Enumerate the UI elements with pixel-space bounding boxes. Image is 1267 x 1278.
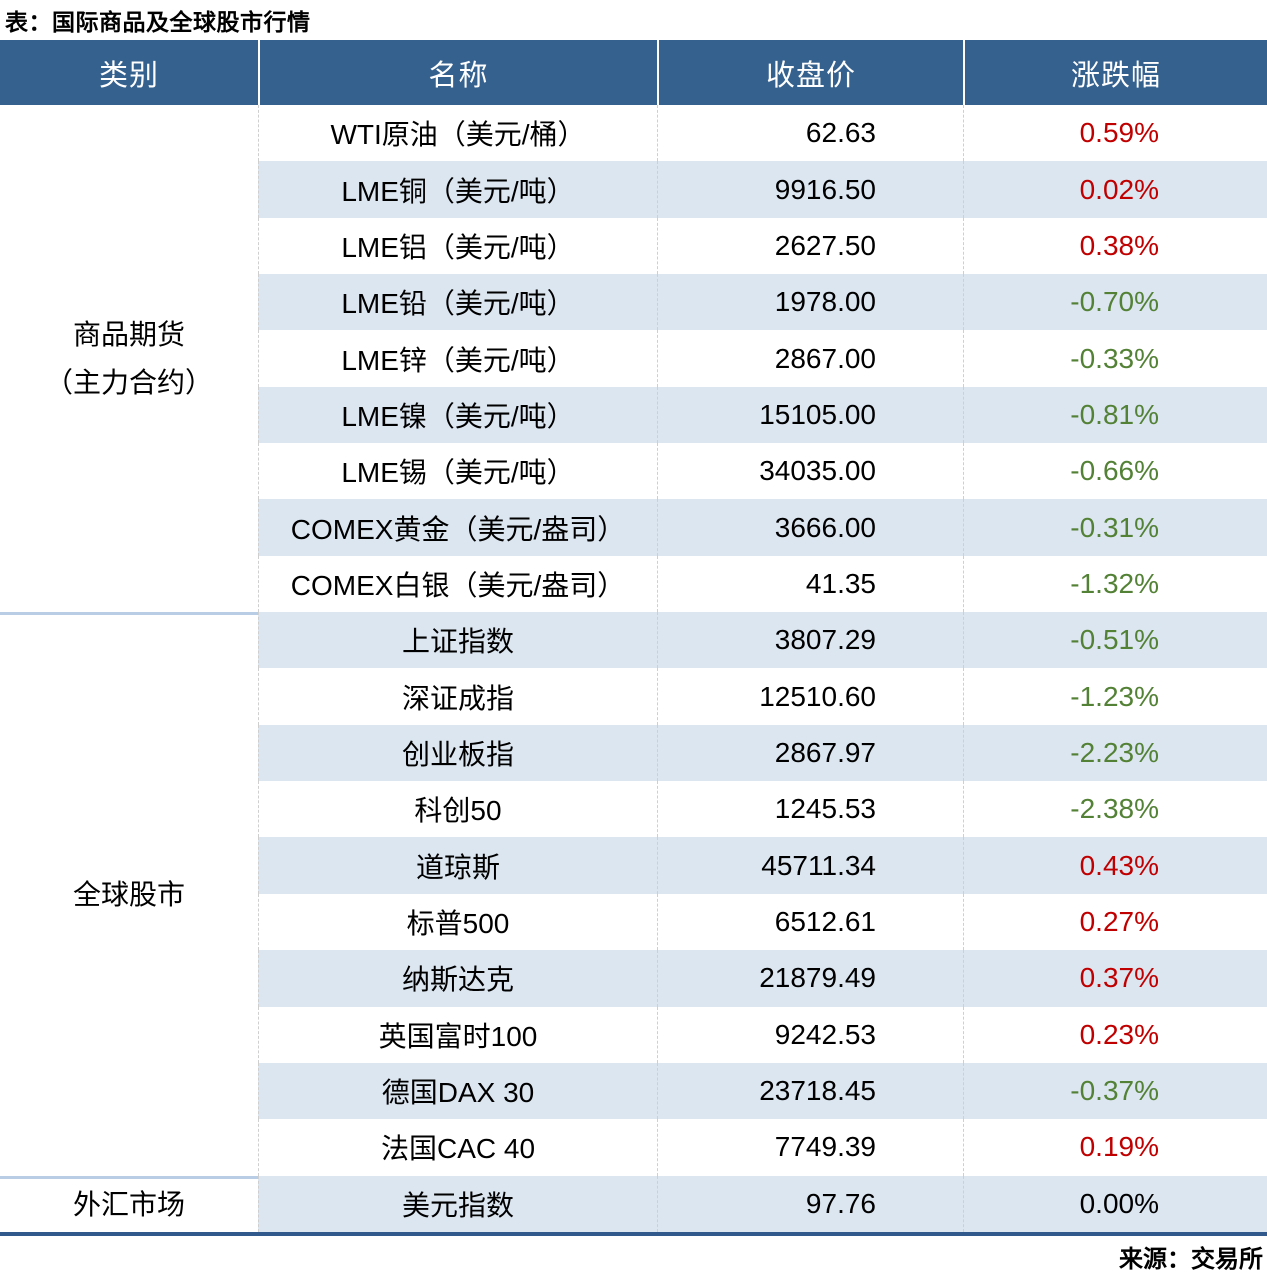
close-cell: 3807.29 [657,612,963,669]
name-cell: 英国富时100 [258,1006,657,1063]
category-cell: 商品期货 （主力合约） [0,105,258,613]
change-cell: 0.02% [963,161,1267,218]
table-row: WTI原油（美元/桶） 62.63 0.59% [258,105,1267,162]
close-cell: 3666.00 [657,499,963,556]
close-cell: 23718.45 [657,1062,963,1120]
name-cell: 美元指数 [258,1175,657,1232]
table-row: LME镍（美元/吨） 15105.00 -0.81% [258,386,1267,444]
change-cell: -0.31% [963,499,1267,556]
table-row: 科创50 1245.53 -2.38% [258,781,1267,838]
change-cell: -1.32% [963,555,1267,613]
category-column: 商品期货 （主力合约） 全球股市外汇市场 [0,105,258,1232]
name-cell: COMEX白银（美元/盎司） [258,555,657,613]
table-body: 商品期货 （主力合约） 全球股市外汇市场 WTI原油（美元/桶） 62.63 0.59%… [0,105,1267,1232]
table-row: 纳斯达克 21879.49 0.37% [258,950,1267,1007]
table-row: LME铝（美元/吨） 2627.50 0.38% [258,217,1267,275]
change-cell: 0.00% [963,1175,1267,1232]
header-cell-change: 涨跌幅 [963,40,1267,105]
close-cell: 9916.50 [657,161,963,218]
close-cell: 45711.34 [657,837,963,894]
table-row: LME锡（美元/吨） 34035.00 -0.66% [258,443,1267,500]
table-row: 美元指数 97.76 0.00% [258,1175,1267,1232]
close-cell: 2867.00 [657,330,963,387]
change-cell: -0.37% [963,1062,1267,1120]
close-cell: 2627.50 [657,217,963,275]
rows: WTI原油（美元/桶） 62.63 0.59% LME铜（美元/吨） 9916.50 0.… [258,105,1267,1232]
change-cell: 0.43% [963,837,1267,894]
table-row: 法国CAC 40 7749.39 0.19% [258,1119,1267,1176]
table-row: LME铜（美元/吨） 9916.50 0.02% [258,161,1267,218]
table-row: LME铅（美元/吨） 1978.00 -0.70% [258,274,1267,331]
name-cell: LME锡（美元/吨） [258,443,657,500]
category-label-line: 外汇市场 [72,1189,185,1221]
name-cell: 上证指数 [258,612,657,669]
close-cell: 15105.00 [657,386,963,444]
close-cell: 12510.60 [657,668,963,725]
close-cell: 41.35 [657,555,963,613]
change-cell: 0.19% [963,1119,1267,1176]
change-cell: 0.38% [963,217,1267,275]
table-row: COMEX黄金（美元/盎司） 3666.00 -0.31% [258,499,1267,556]
name-cell: LME锌（美元/吨） [258,330,657,387]
category-label-line: 全球股市 [72,879,185,911]
table-header-row: 类别 名称 收盘价 涨跌幅 [0,40,1267,105]
name-cell: LME铝（美元/吨） [258,217,657,275]
name-cell: 标普500 [258,893,657,951]
change-cell: -2.38% [963,781,1267,838]
name-cell: 德国DAX 30 [258,1062,657,1120]
name-cell: 纳斯达克 [258,950,657,1007]
change-cell: -2.23% [963,724,1267,782]
table-row: COMEX白银（美元/盎司） 41.35 -1.32% [258,555,1267,613]
table-row: 英国富时100 9242.53 0.23% [258,1006,1267,1063]
name-cell: 法国CAC 40 [258,1119,657,1176]
close-cell: 6512.61 [657,893,963,951]
close-cell: 62.63 [657,105,963,162]
change-cell: 0.37% [963,950,1267,1007]
name-cell: LME镍（美元/吨） [258,386,657,444]
table-row: 上证指数 3807.29 -0.51% [258,612,1267,669]
table-row: 德国DAX 30 23718.45 -0.37% [258,1062,1267,1120]
change-cell: -0.33% [963,330,1267,387]
name-cell: LME铅（美元/吨） [258,274,657,331]
category-label-line: （主力合约） [44,366,213,398]
header-cell-category: 类别 [98,59,159,92]
change-cell: -0.81% [963,386,1267,444]
table-row: 创业板指 2867.97 -2.23% [258,724,1267,782]
category-cell: 全球股市 [0,612,258,1176]
category-label-line: 商品期货 [72,318,185,350]
close-cell: 1978.00 [657,274,963,331]
change-cell: 0.27% [963,893,1267,951]
category-cell: 外汇市场 [0,1175,258,1232]
name-cell: WTI原油（美元/桶） [258,105,657,162]
name-cell: 科创50 [258,781,657,838]
change-cell: 0.59% [963,105,1267,162]
table-row: LME锌（美元/吨） 2867.00 -0.33% [258,330,1267,387]
close-cell: 1245.53 [657,781,963,838]
header-cell-close: 收盘价 [657,40,963,105]
name-cell: COMEX黄金（美元/盎司） [258,499,657,556]
change-cell: -0.70% [963,274,1267,331]
change-cell: -1.23% [963,668,1267,725]
name-cell: 深证成指 [258,668,657,725]
close-cell: 21879.49 [657,950,963,1007]
name-cell: 道琼斯 [258,837,657,894]
market-table: 类别 名称 收盘价 涨跌幅 商品期货 （主力合约） 全球股市外汇市场 WTI原油（美… [0,40,1267,1236]
close-cell: 9242.53 [657,1006,963,1063]
name-cell: 创业板指 [258,724,657,782]
table-row: 标普500 6512.61 0.27% [258,893,1267,951]
table-row: 道琼斯 45711.34 0.43% [258,837,1267,894]
source-note: 来源：交易所 [1119,1246,1263,1274]
close-cell: 97.76 [657,1175,963,1232]
change-cell: 0.23% [963,1006,1267,1063]
table-title: 表：国际商品及全球股市行情 [5,9,311,35]
header-cell-name: 名称 [258,40,657,105]
table-row: 深证成指 12510.60 -1.23% [258,668,1267,725]
close-cell: 34035.00 [657,443,963,500]
close-cell: 2867.97 [657,724,963,782]
change-cell: -0.66% [963,443,1267,500]
close-cell: 7749.39 [657,1119,963,1176]
name-cell: LME铜（美元/吨） [258,161,657,218]
change-cell: -0.51% [963,612,1267,669]
